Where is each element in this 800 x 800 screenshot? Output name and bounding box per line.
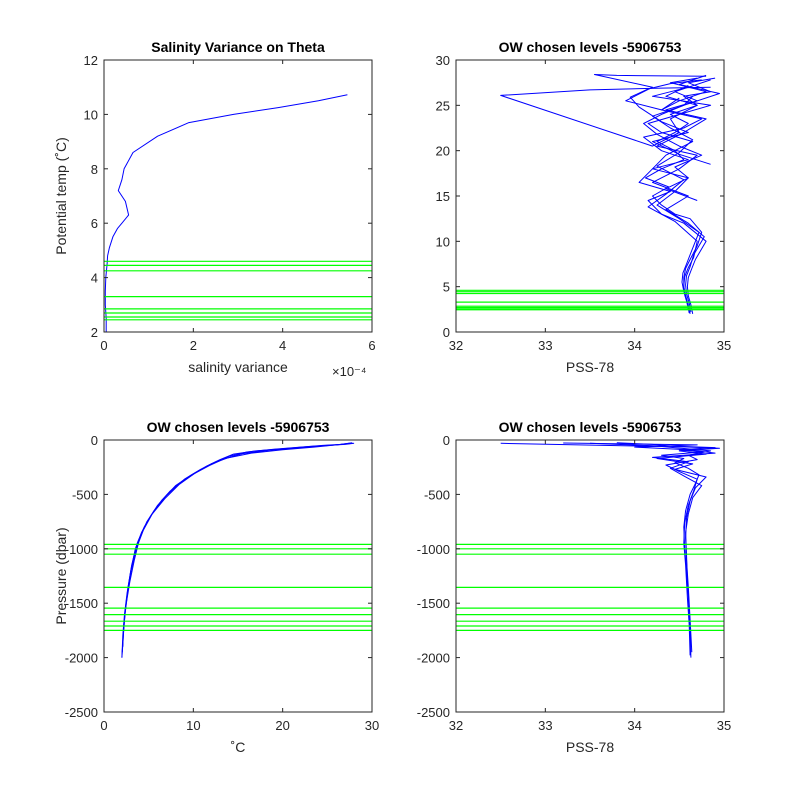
p3-level-lines [104,543,372,632]
p4-ytick-label-3: -1000 [417,542,450,557]
p4-xtick-label-2: 34 [627,718,641,733]
p2-xtick-label-2: 34 [627,338,641,353]
p3-ytick-label-3: -1000 [65,542,98,557]
p4-series-line-3 [563,442,716,647]
p2-ytick-label-1: 5 [443,280,450,295]
p2-series-line-2 [647,86,712,310]
p3-series-line-3 [121,443,351,658]
p4-x-axis-label: PSS-78 [566,739,614,755]
chart-ts-levels: 32 33 34 35 0 5 10 15 20 25 30 OW chosen levels -5… [436,39,732,375]
p2-xtick-label-1: 33 [538,338,552,353]
p3-x-axis-label: ˚C [231,739,246,755]
p3-xtick-label-2: 20 [275,718,289,733]
p1-ytick-label-2: 6 [91,216,98,231]
p4-xtick-label-1: 33 [538,718,552,733]
p1-xtick-label-0: 0 [100,338,107,353]
p2-series-line-3 [652,79,711,313]
p2-title: OW chosen levels -5906753 [499,39,682,55]
p2-xtick-label-0: 32 [449,338,463,353]
p3-xtick-label-1: 10 [186,718,200,733]
p3-ytick-label-4: -500 [72,487,98,502]
p1-axes-box [103,59,373,333]
p1-y-axis-label: Potential temp (˚C) [53,137,69,254]
p2-ytick-label-0: 0 [443,325,450,340]
p1-x-exponent: ×10⁻⁴ [332,364,367,379]
p4-ticks: 32 33 34 35 -2500 -2000 -1500 -1000 -500 0 [417,433,731,733]
p1-x-axis-label: salinity variance [188,359,288,375]
p1-xtick-label-3: 6 [368,338,375,353]
p1-ytick-label-3: 8 [91,162,98,177]
p4-axes-box [455,439,725,713]
p2-series-line-4 [647,74,720,314]
p2-ytick-label-6: 30 [436,53,450,68]
p3-xtick-label-0: 0 [100,718,107,733]
p4-ytick-label-5: 0 [443,433,450,448]
p1-level-lines [104,260,372,321]
chart-temp-pressure: 0 10 20 30 -2500 -2000 -1500 -1000 -500 0 OW chos… [53,419,379,755]
p2-x-axis-label: PSS-78 [566,359,614,375]
p4-series-group [500,442,720,658]
p4-ytick-label-0: -2500 [417,705,450,720]
p1-title: Salinity Variance on Theta [151,39,325,55]
p2-series-line-6 [594,74,707,111]
p2-ytick-label-5: 25 [436,98,450,113]
p4-ytick-label-2: -1500 [417,596,450,611]
p3-axes-box [103,439,373,713]
p4-xtick-label-0: 32 [449,718,463,733]
p3-y-axis-label: Pressure (dbar) [53,527,69,624]
p3-xtick-label-3: 30 [365,718,379,733]
p2-ytick-label-4: 20 [436,144,450,159]
p4-level-lines [456,543,724,632]
p2-ticks: 32 33 34 35 0 5 10 15 20 25 30 [436,53,732,353]
p1-ytick-label-1: 4 [91,271,98,286]
p4-title: OW chosen levels -5906753 [499,419,682,435]
p2-series-line-8 [643,95,703,201]
p2-xtick-label-3: 35 [717,338,731,353]
p3-title: OW chosen levels -5906753 [147,419,330,435]
p1-series-line-0 [104,94,348,332]
p1-ytick-label-4: 10 [84,107,98,122]
p3-ticks: 0 10 20 30 -2500 -2000 -1500 -1000 -500 0 [65,433,379,733]
p2-series-group [500,74,720,314]
p2-level-lines [456,289,724,311]
p3-ytick-label-0: -2500 [65,705,98,720]
p4-ytick-label-1: -2000 [417,651,450,666]
p3-ytick-label-5: 0 [91,433,98,448]
p1-ytick-label-0: 2 [91,325,98,340]
p1-xtick-label-2: 4 [279,338,286,353]
p4-ytick-label-4: -500 [424,487,450,502]
p2-ytick-label-2: 10 [436,234,450,249]
chart-salinity-pressure: 32 33 34 35 -2500 -2000 -1500 -1000 -500 0 OW cho… [417,419,731,755]
p1-ytick-label-5: 12 [84,53,98,68]
p3-ytick-label-1: -2000 [65,651,98,666]
p4-xtick-label-3: 35 [717,718,731,733]
p3-ytick-label-2: -1500 [65,596,98,611]
p3-series-group [121,442,355,658]
p1-xtick-label-1: 2 [190,338,197,353]
p1-series-group [104,94,348,332]
p4-series-line-2 [500,442,712,656]
p2-ytick-label-3: 15 [436,189,450,204]
p2-series-line-7 [629,79,711,165]
